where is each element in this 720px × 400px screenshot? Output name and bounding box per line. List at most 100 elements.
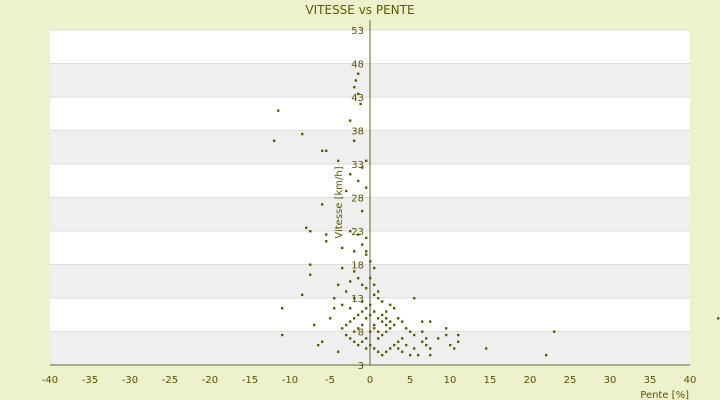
data-point [357,343,360,347]
data-point [365,347,368,350]
data-point [425,337,428,340]
data-point [393,307,396,310]
data-point [361,323,364,327]
data-points [273,72,720,357]
data-point [369,276,372,280]
data-point [365,286,368,290]
data-point [313,323,316,327]
data-point [321,149,324,152]
data-point [437,337,440,340]
data-point [389,320,392,323]
data-point [429,353,432,357]
data-point [385,350,388,353]
data-point [365,250,368,253]
data-point [369,303,372,307]
x-tick-label: -15 [242,375,258,386]
data-point [357,72,360,75]
data-point [457,340,460,343]
data-point [385,330,388,333]
y-tick-label: 33 [351,160,364,171]
data-point [409,330,412,333]
data-point [373,327,376,330]
y-axis-label: Vitesse [km/h] [334,166,345,238]
y-tick-label: 38 [351,127,364,138]
data-point [429,320,432,323]
data-point [337,159,340,163]
data-point [421,330,424,333]
x-tick-label: -35 [82,375,98,386]
data-point [401,337,404,340]
data-point [365,337,368,340]
x-tick-label: 35 [644,375,657,386]
data-point [393,323,396,327]
data-point [349,230,352,233]
x-tick-label: -5 [325,375,335,386]
data-point [369,260,372,263]
data-point [353,139,356,142]
data-point [349,173,352,176]
data-point [485,347,488,350]
data-point [349,337,352,340]
data-point [453,347,456,350]
y-tick-label: 3 [358,361,364,372]
data-point [349,307,352,310]
y-tick-label: 48 [351,60,364,71]
data-point [361,310,364,313]
data-point [449,343,452,347]
x-tick-labels: -40 -35 -30 -25 -20 -15 -10 -5 0 5 10 15 20 25 30 35 40 [42,375,697,386]
y-tick-label: 18 [351,261,364,272]
data-point [397,317,400,320]
data-point [377,330,380,333]
data-point [409,353,412,357]
chart-title: VITESSE vs PENTE [305,3,414,17]
data-point [373,347,376,350]
x-tick-label: 15 [484,375,497,386]
data-point [353,85,356,89]
x-tick-label: 40 [684,375,697,386]
data-point [373,283,376,286]
x-tick-label: 30 [604,375,617,386]
data-point [345,323,348,327]
x-tick-label: -20 [202,375,218,386]
x-tick-label: 0 [367,375,373,386]
data-point [397,340,400,343]
data-point [337,283,340,286]
data-point [309,263,312,266]
data-point [397,347,400,350]
data-point [389,303,392,307]
data-point [357,92,360,96]
data-point [545,353,548,357]
data-point [413,347,416,350]
data-point [373,293,376,297]
data-point [417,353,420,357]
data-point [553,330,556,333]
data-point [377,317,380,320]
data-point [717,317,720,320]
data-point [349,280,352,283]
data-point [377,337,380,340]
data-point [349,119,352,122]
data-point [357,327,360,330]
data-point [393,343,396,347]
data-point [329,317,332,320]
data-point [445,327,448,330]
data-point [361,166,364,169]
data-point [341,266,344,270]
data-point [373,323,376,327]
x-tick-label: 25 [564,375,577,386]
data-point [305,226,308,230]
data-point [361,340,364,343]
data-point [317,343,320,347]
data-point [381,353,384,357]
data-point [357,179,360,183]
data-point [333,307,336,310]
data-point [325,233,328,236]
data-point [377,350,380,353]
data-point [377,290,380,293]
data-point [353,250,356,253]
data-point [301,132,304,136]
axes [50,20,690,366]
data-point [369,343,372,347]
